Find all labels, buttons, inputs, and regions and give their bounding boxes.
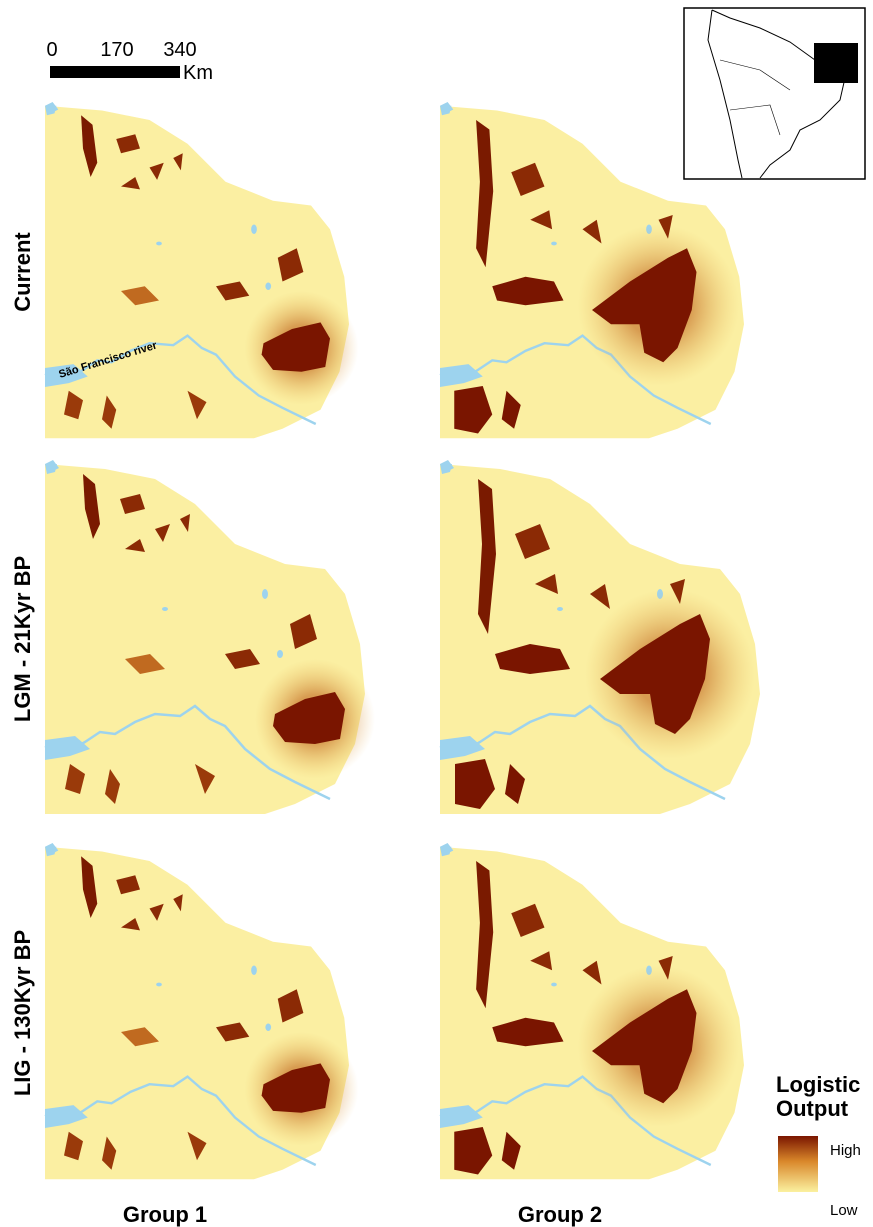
figure: 0 170 340 Km LogisticOutput High Low Cur… [0, 0, 873, 1227]
scale-label: 340 [163, 39, 196, 61]
scale-label: 170 [100, 39, 133, 61]
inset-frame [684, 8, 865, 179]
inset-map [684, 8, 865, 179]
scale-bar-rect [115, 68, 178, 76]
row-label: Current [10, 232, 35, 312]
inset-study-area [814, 43, 858, 83]
scale-label: 0 [46, 39, 57, 61]
row-label: LIG - 130Kyr BP [10, 930, 35, 1096]
scale-bar: 0 170 340 Km [46, 39, 213, 84]
legend-ramp [778, 1136, 818, 1192]
column-label: Group 2 [518, 1202, 602, 1227]
legend-high: High [830, 1142, 861, 1159]
row-label: LGM - 21Kyr BP [10, 556, 35, 722]
map-panels [45, 102, 760, 1179]
scale-unit: Km [183, 62, 213, 84]
legend-low: Low [830, 1202, 858, 1219]
column-label: Group 1 [123, 1202, 207, 1227]
